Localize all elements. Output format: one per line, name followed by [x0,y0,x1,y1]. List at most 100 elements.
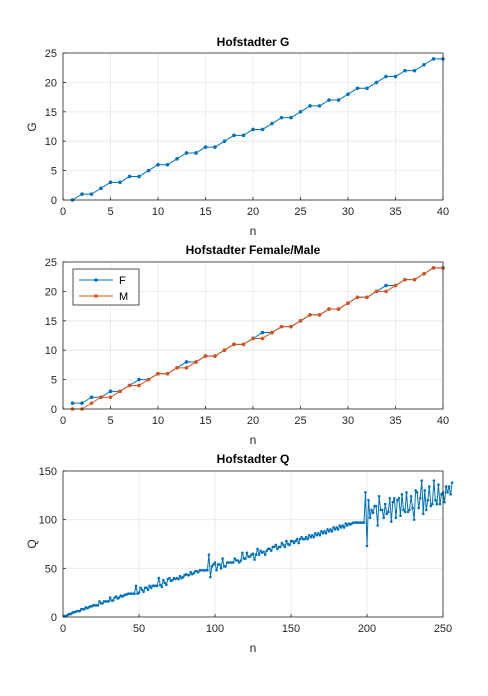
data-point-series-0 [440,493,443,496]
data-point-series-0 [149,586,153,590]
x-tick-label: 30 [342,206,354,218]
series-line-series-0 [72,58,443,201]
data-point-series-0 [82,607,86,611]
data-point-series-0 [108,596,112,599]
x-tick-label: 0 [60,623,66,635]
data-point-series-0 [99,186,103,191]
series-line-f [72,267,443,404]
data-point-series-0 [262,550,265,554]
data-point-series-0 [434,498,437,502]
data-point-series-0 [438,502,442,506]
data-point-series-0 [146,588,150,592]
y-tick-label: 100 [39,515,57,527]
data-point-series-0 [364,491,367,494]
x-tick-label: 40 [437,206,449,218]
x-tick-label: 20 [247,206,259,218]
data-point-series-0 [238,561,241,564]
data-point-m [241,342,246,347]
data-point-series-0 [449,493,452,496]
data-point-f [89,395,94,400]
data-point-series-0 [382,516,386,520]
data-point-series-0 [327,98,331,102]
data-point-m [403,277,407,282]
data-point-series-0 [156,162,160,167]
x-tick-label: 100 [206,623,224,635]
y-tick-label: 5 [51,375,57,387]
data-point-series-0 [415,491,419,494]
data-point-series-0 [402,508,405,512]
data-point-series-0 [89,192,94,196]
data-point-m [89,401,94,405]
data-point-series-0 [272,545,276,549]
data-point-series-0 [165,162,170,167]
data-point-series-0 [444,485,448,488]
data-point-series-0 [428,485,431,488]
data-point-series-0 [403,68,407,73]
data-point-m [127,383,132,388]
data-point-series-0 [391,500,395,504]
data-point-series-0 [127,174,132,179]
data-point-series-0 [279,545,282,549]
data-point-series-0 [308,104,312,108]
x-tick-label: 250 [434,623,452,635]
x-tick-label: 10 [152,206,164,218]
data-point-series-0 [295,537,299,541]
data-point-series-0 [332,526,335,529]
data-point-series-0 [256,547,259,551]
y-tick-label: 20 [45,286,57,298]
data-point-series-0 [288,543,291,547]
data-point-series-0 [289,115,293,120]
data-point-series-0 [383,502,387,506]
x-tick-label: 0 [60,415,66,427]
x-tick-label: 10 [152,415,164,427]
data-point-series-0 [317,104,322,108]
data-point-series-0 [184,151,189,155]
data-point-series-0 [384,74,388,79]
data-point-m [137,383,141,388]
y-tick-label: 20 [45,77,57,89]
data-point-m [346,301,350,305]
chart-title: Hofstadter Female/Male [186,243,321,257]
data-point-series-0 [221,557,224,560]
data-point-series-0 [259,549,262,553]
x-axis-label: n [250,641,257,655]
data-point-series-0 [203,145,208,149]
data-point-series-0 [163,581,167,585]
data-point-series-0 [450,481,454,484]
data-point-series-0 [134,584,138,588]
data-point-f [137,377,141,382]
data-point-series-0 [245,551,249,555]
data-point-series-0 [298,537,302,541]
data-point-series-0 [377,495,381,498]
data-point-f [260,330,265,335]
data-point-m [232,342,236,347]
y-axis-label: G [25,122,39,131]
data-point-m [317,313,322,317]
data-point-series-0 [420,479,424,483]
data-point-m [156,371,160,376]
y-tick-label: 10 [45,136,57,148]
data-point-m [308,313,312,317]
data-point-series-0 [338,524,341,527]
data-point-series-0 [336,98,341,102]
data-point-series-0 [320,530,323,533]
data-point-series-0 [336,528,340,531]
data-point-series-0 [192,571,196,575]
data-point-series-0 [263,553,267,557]
x-tick-label: 20 [247,415,259,427]
data-point-m [165,371,170,376]
data-point-series-0 [260,127,265,132]
y-tick-label: 0 [51,195,57,207]
data-point-series-0 [241,133,246,138]
data-point-series-0 [386,510,390,514]
data-point-m [431,266,436,270]
data-point-series-0 [330,530,334,533]
data-point-series-0 [283,545,287,549]
data-point-series-0 [423,489,427,492]
data-point-series-0 [371,511,375,515]
data-point-series-0 [239,559,243,562]
legend: F M [72,268,140,306]
data-point-series-0 [405,491,408,494]
